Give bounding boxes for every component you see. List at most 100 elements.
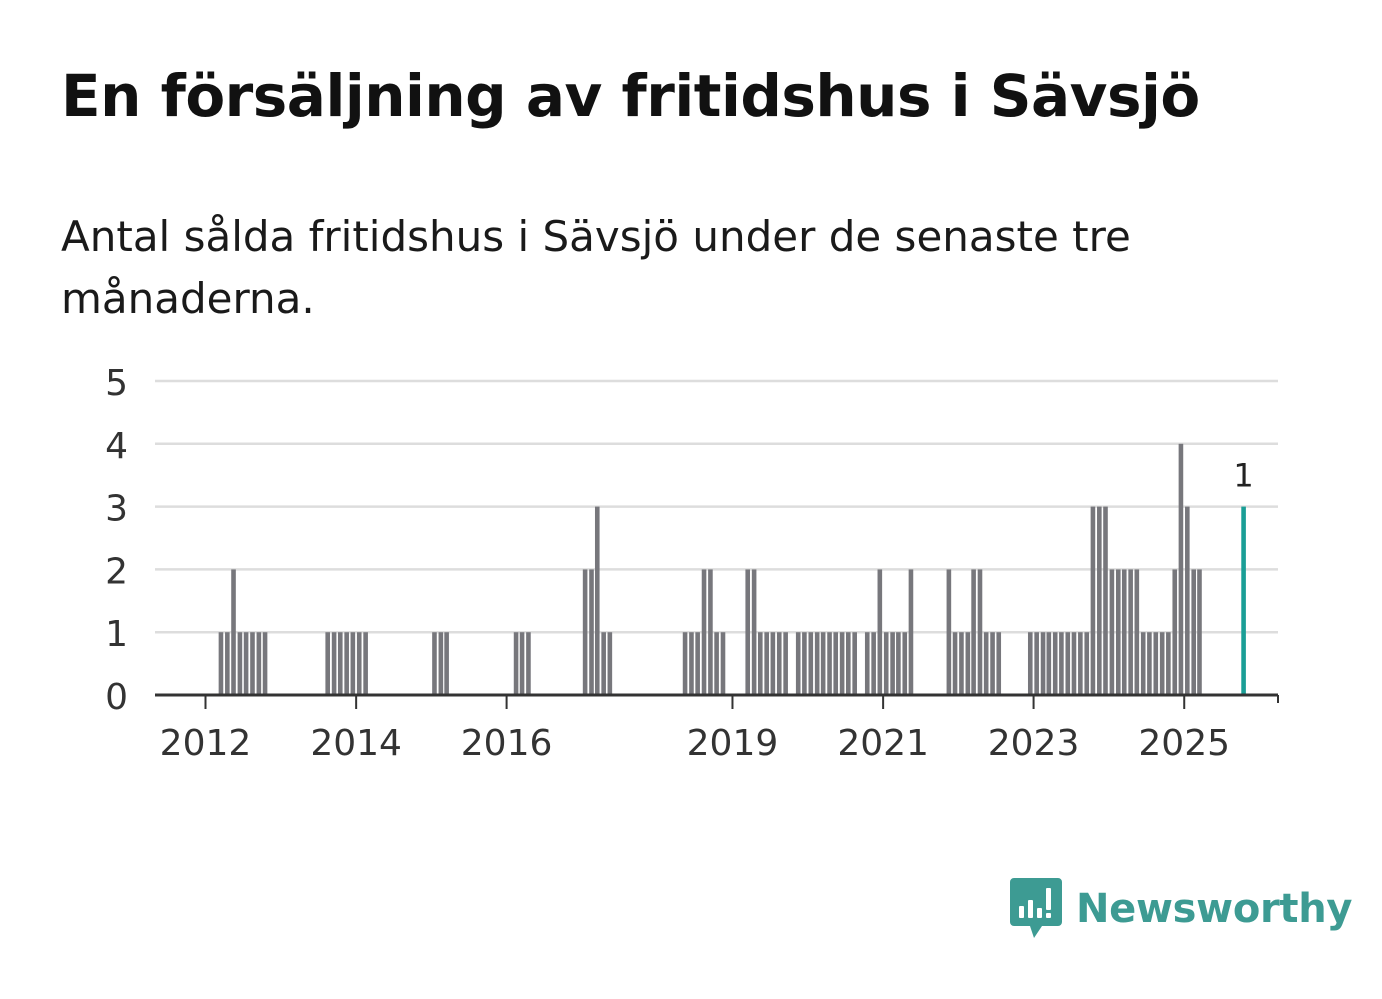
y-tick-label-3: 3: [105, 489, 128, 530]
bar-2024-08: [1153, 632, 1159, 695]
x-tick-label-2025: 2025: [1138, 723, 1230, 764]
bar-2016-04: [526, 632, 531, 695]
bar-2023-06: [1065, 632, 1071, 695]
bar-2019-11: [795, 632, 801, 695]
bar-2012-04: [225, 632, 230, 695]
bar-2020-06: [839, 632, 845, 695]
bar-2024-11: [1172, 569, 1178, 695]
bar-2019-12: [802, 632, 807, 695]
bar-2023-01: [1034, 632, 1039, 695]
bar-2022-07: [996, 632, 1002, 695]
bar-2024-05: [1134, 569, 1140, 695]
bar-2022-04: [977, 569, 983, 695]
bar-2020-03: [820, 632, 826, 695]
x-tick-label-2021: 2021: [837, 723, 929, 764]
bar-2020-02: [814, 632, 820, 695]
bar-2023-07: [1071, 632, 1077, 695]
bar-2018-07: [695, 632, 700, 695]
chart-title: En försäljning av fritidshus i Sävsjö: [61, 62, 1200, 130]
bar-2024-10: [1166, 632, 1171, 695]
bar-2022-03: [971, 569, 976, 695]
bar-2017-04: [601, 632, 606, 695]
bar-2012-10: [262, 632, 268, 695]
x-tick-label-2014: 2014: [310, 723, 402, 764]
bars: 1: [218, 443, 1254, 695]
y-tick-label-5: 5: [105, 363, 128, 404]
bar-2024-01: [1109, 569, 1115, 695]
highlight-value-label: 1: [1233, 457, 1253, 495]
bar-2020-12: [877, 569, 883, 695]
bar-2020-01: [808, 632, 814, 695]
bar-2017-02: [589, 569, 594, 695]
bar-highlight: [1241, 506, 1246, 695]
bar-2014-02: [363, 632, 368, 695]
bar-2020-10: [864, 632, 870, 695]
bar-2019-08: [776, 632, 782, 695]
bar-2021-03: [896, 632, 901, 695]
bar-2022-06: [990, 632, 995, 695]
bar-2021-12: [952, 632, 958, 695]
bar-2019-09: [783, 632, 788, 695]
bar-2023-10: [1090, 506, 1096, 695]
bar-2024-09: [1159, 632, 1165, 695]
bar-2016-03: [519, 632, 525, 695]
bar-2023-09: [1084, 632, 1090, 695]
bar-2021-11: [946, 569, 952, 695]
bar-2018-11: [720, 632, 726, 695]
bar-2023-04: [1052, 632, 1058, 695]
newsworthy-logo-icon: [1010, 878, 1062, 938]
bar-2017-03: [594, 506, 600, 695]
y-tick-label-1: 1: [105, 614, 128, 655]
bar-2013-08: [325, 632, 331, 695]
bar-2012-08: [250, 632, 255, 695]
bar-2019-03: [745, 569, 751, 695]
newsworthy-logo: Newsworthy: [1010, 878, 1353, 940]
bar-2025-03: [1197, 569, 1202, 695]
bar-2018-08: [701, 569, 707, 695]
bar-2021-05: [908, 569, 914, 695]
bar-2015-02: [438, 632, 444, 695]
bar-2024-12: [1178, 443, 1184, 695]
bar-2023-12: [1103, 506, 1108, 695]
y-tick-label-0: 0: [105, 677, 128, 718]
bar-2012-03: [218, 632, 224, 695]
bar-2023-05: [1059, 632, 1064, 695]
bar-2022-02: [965, 632, 971, 695]
bar-2018-05: [682, 632, 688, 695]
bar-2022-12: [1027, 632, 1033, 695]
bar-2015-03: [444, 632, 449, 695]
y-tick-label-4: 4: [105, 426, 128, 467]
bar-2025-02: [1191, 569, 1197, 695]
bar-2020-08: [852, 632, 857, 695]
bar-2021-04: [902, 632, 908, 695]
x-tick-label-2023: 2023: [988, 723, 1080, 764]
bar-2024-06: [1140, 632, 1146, 695]
bar-2013-11: [344, 632, 349, 695]
bar-2019-06: [764, 632, 769, 695]
bar-2020-07: [845, 632, 851, 695]
bar-2013-10: [337, 632, 343, 695]
bar-2012-07: [243, 632, 249, 695]
x-tick-label-2019: 2019: [687, 723, 779, 764]
bar-2012-06: [237, 632, 243, 695]
bar-2023-08: [1078, 632, 1083, 695]
bar-2022-05: [983, 632, 989, 695]
bar-2019-05: [757, 632, 763, 695]
bar-2024-07: [1147, 632, 1152, 695]
y-tick-label-2: 2: [105, 551, 128, 592]
bar-2018-06: [689, 632, 694, 695]
bar-2020-11: [871, 632, 876, 695]
bar-2013-12: [350, 632, 356, 695]
bar-2022-01: [959, 632, 964, 695]
bar-2023-03: [1046, 632, 1052, 695]
bar-2024-02: [1115, 569, 1121, 695]
x-axis: [155, 693, 1279, 709]
bar-2019-07: [770, 632, 776, 695]
bar-2017-05: [607, 632, 613, 695]
bar-2012-09: [256, 632, 262, 695]
newsworthy-logo-text: Newsworthy: [1076, 886, 1353, 932]
bar-2018-09: [708, 569, 713, 695]
bar-2021-01: [883, 632, 889, 695]
bar-2017-01: [582, 569, 588, 695]
